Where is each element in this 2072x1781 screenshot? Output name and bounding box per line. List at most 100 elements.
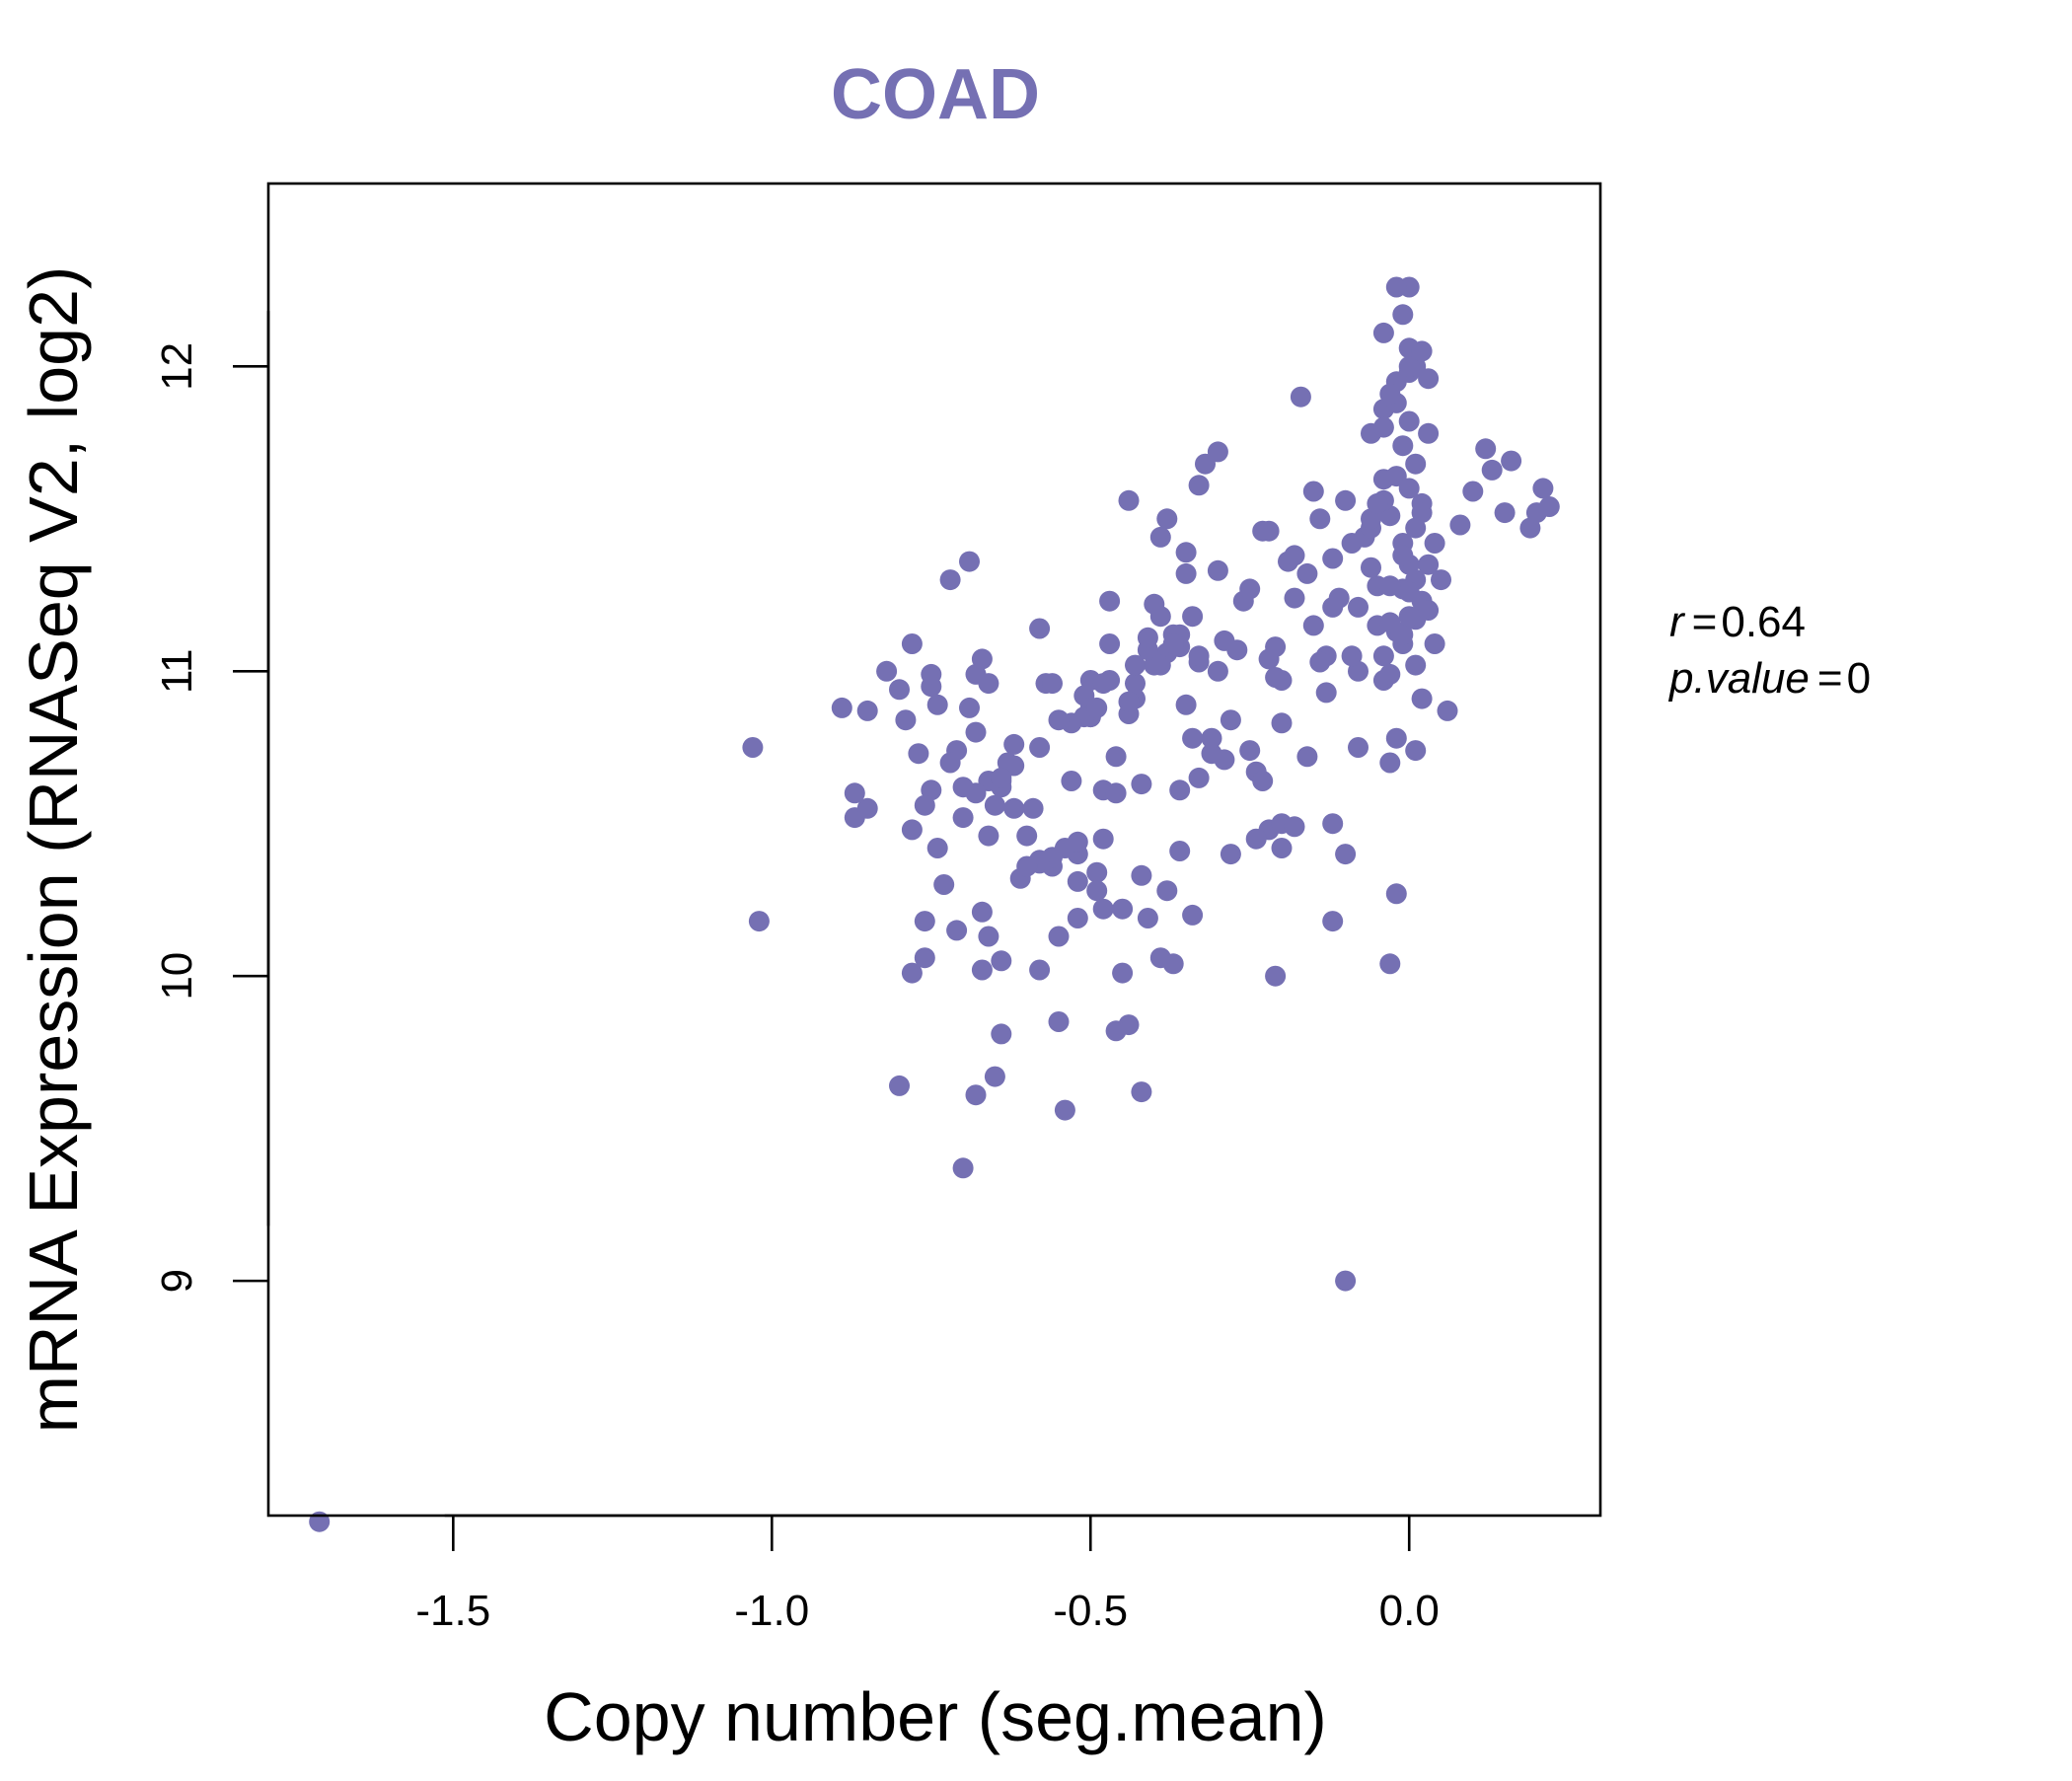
data-point — [1169, 841, 1191, 861]
data-point — [901, 819, 923, 841]
data-point — [1411, 340, 1433, 362]
data-point — [959, 551, 980, 572]
data-point — [1379, 663, 1401, 685]
data-point — [1538, 496, 1560, 517]
data-point — [876, 660, 898, 682]
data-point — [1290, 386, 1311, 408]
data-point — [1162, 953, 1184, 975]
data-point — [1086, 861, 1108, 883]
data-point — [1424, 533, 1445, 554]
data-point — [1067, 870, 1088, 892]
r-value: 0.64 — [1721, 598, 1806, 646]
data-point — [1392, 435, 1414, 457]
data-point — [1162, 633, 1184, 654]
data-point — [1022, 797, 1044, 819]
data-point — [1125, 673, 1146, 695]
data-point — [1284, 816, 1305, 838]
data-point — [1398, 410, 1420, 432]
data-point — [1418, 554, 1440, 575]
y-tick-label: 12 — [153, 342, 201, 391]
data-point — [1125, 654, 1146, 676]
data-point — [1372, 322, 1394, 343]
data-point — [1284, 545, 1305, 566]
data-point — [971, 959, 993, 981]
data-point — [914, 947, 935, 969]
x-tick-label: -1.0 — [734, 1587, 809, 1635]
data-point — [984, 1066, 1005, 1087]
data-point — [1245, 828, 1267, 850]
y-tick-label: 10 — [153, 952, 201, 1001]
data-point — [1361, 557, 1381, 578]
data-point — [1016, 855, 1038, 877]
data-point — [908, 743, 929, 765]
x-tick-label: -1.5 — [415, 1587, 490, 1635]
data-point — [1188, 475, 1210, 496]
data-point — [1379, 383, 1401, 405]
data-point — [1341, 645, 1363, 667]
data-point — [1309, 651, 1331, 673]
data-point — [1284, 587, 1305, 609]
data-point — [1501, 450, 1522, 472]
data-point — [959, 697, 980, 718]
data-point — [1048, 709, 1070, 731]
data-point — [742, 737, 764, 758]
data-point — [1271, 712, 1293, 734]
data-point — [1411, 502, 1433, 524]
data-point — [1175, 694, 1197, 715]
r-annotation: r =0.64 — [1669, 598, 1806, 646]
data-point — [1424, 633, 1445, 654]
data-point — [1048, 1011, 1070, 1032]
data-point — [844, 782, 865, 804]
data-point — [1105, 746, 1127, 768]
data-point — [1182, 904, 1204, 926]
data-point — [1322, 596, 1344, 618]
data-point — [1335, 844, 1357, 865]
data-point — [856, 700, 878, 721]
data-point — [1372, 645, 1394, 667]
data-point — [1239, 578, 1261, 600]
data-point — [1099, 590, 1121, 612]
data-point — [1131, 864, 1152, 886]
data-point — [1348, 737, 1369, 758]
data-point — [1296, 746, 1318, 768]
data-point — [978, 673, 999, 695]
data-point — [1385, 727, 1407, 749]
data-point — [1462, 481, 1484, 502]
data-point — [1392, 545, 1414, 566]
data-point — [1137, 627, 1158, 648]
data-point — [1029, 959, 1051, 981]
chart-title: COAD — [831, 55, 1040, 134]
data-point — [901, 633, 923, 654]
data-point — [748, 911, 770, 932]
data-point — [1411, 688, 1433, 709]
data-point — [991, 767, 1012, 788]
data-point — [1322, 548, 1344, 569]
data-point — [1092, 673, 1114, 695]
r-label: r — [1669, 598, 1686, 646]
data-point — [901, 962, 923, 984]
data-point — [889, 1075, 910, 1096]
data-point — [914, 794, 935, 816]
data-point — [1418, 600, 1440, 621]
data-point — [1118, 489, 1140, 511]
data-point — [1405, 453, 1427, 475]
data-point — [946, 920, 968, 941]
data-point — [1092, 898, 1114, 920]
data-point — [1398, 606, 1420, 628]
data-point — [1379, 953, 1401, 975]
data-point — [971, 648, 993, 670]
data-point — [856, 797, 878, 819]
x-axis: -1.5 -1.0 -0.5 0.0 — [415, 1514, 1440, 1635]
data-point — [933, 874, 955, 895]
data-point — [1220, 709, 1241, 731]
data-point — [1372, 416, 1394, 438]
data-point — [1379, 575, 1401, 597]
data-point — [991, 1023, 1012, 1045]
data-point — [926, 694, 948, 715]
data-point — [1061, 771, 1082, 791]
data-point — [1405, 740, 1427, 762]
data-point — [1220, 844, 1241, 865]
data-point — [1029, 618, 1051, 639]
data-point — [1131, 774, 1152, 795]
